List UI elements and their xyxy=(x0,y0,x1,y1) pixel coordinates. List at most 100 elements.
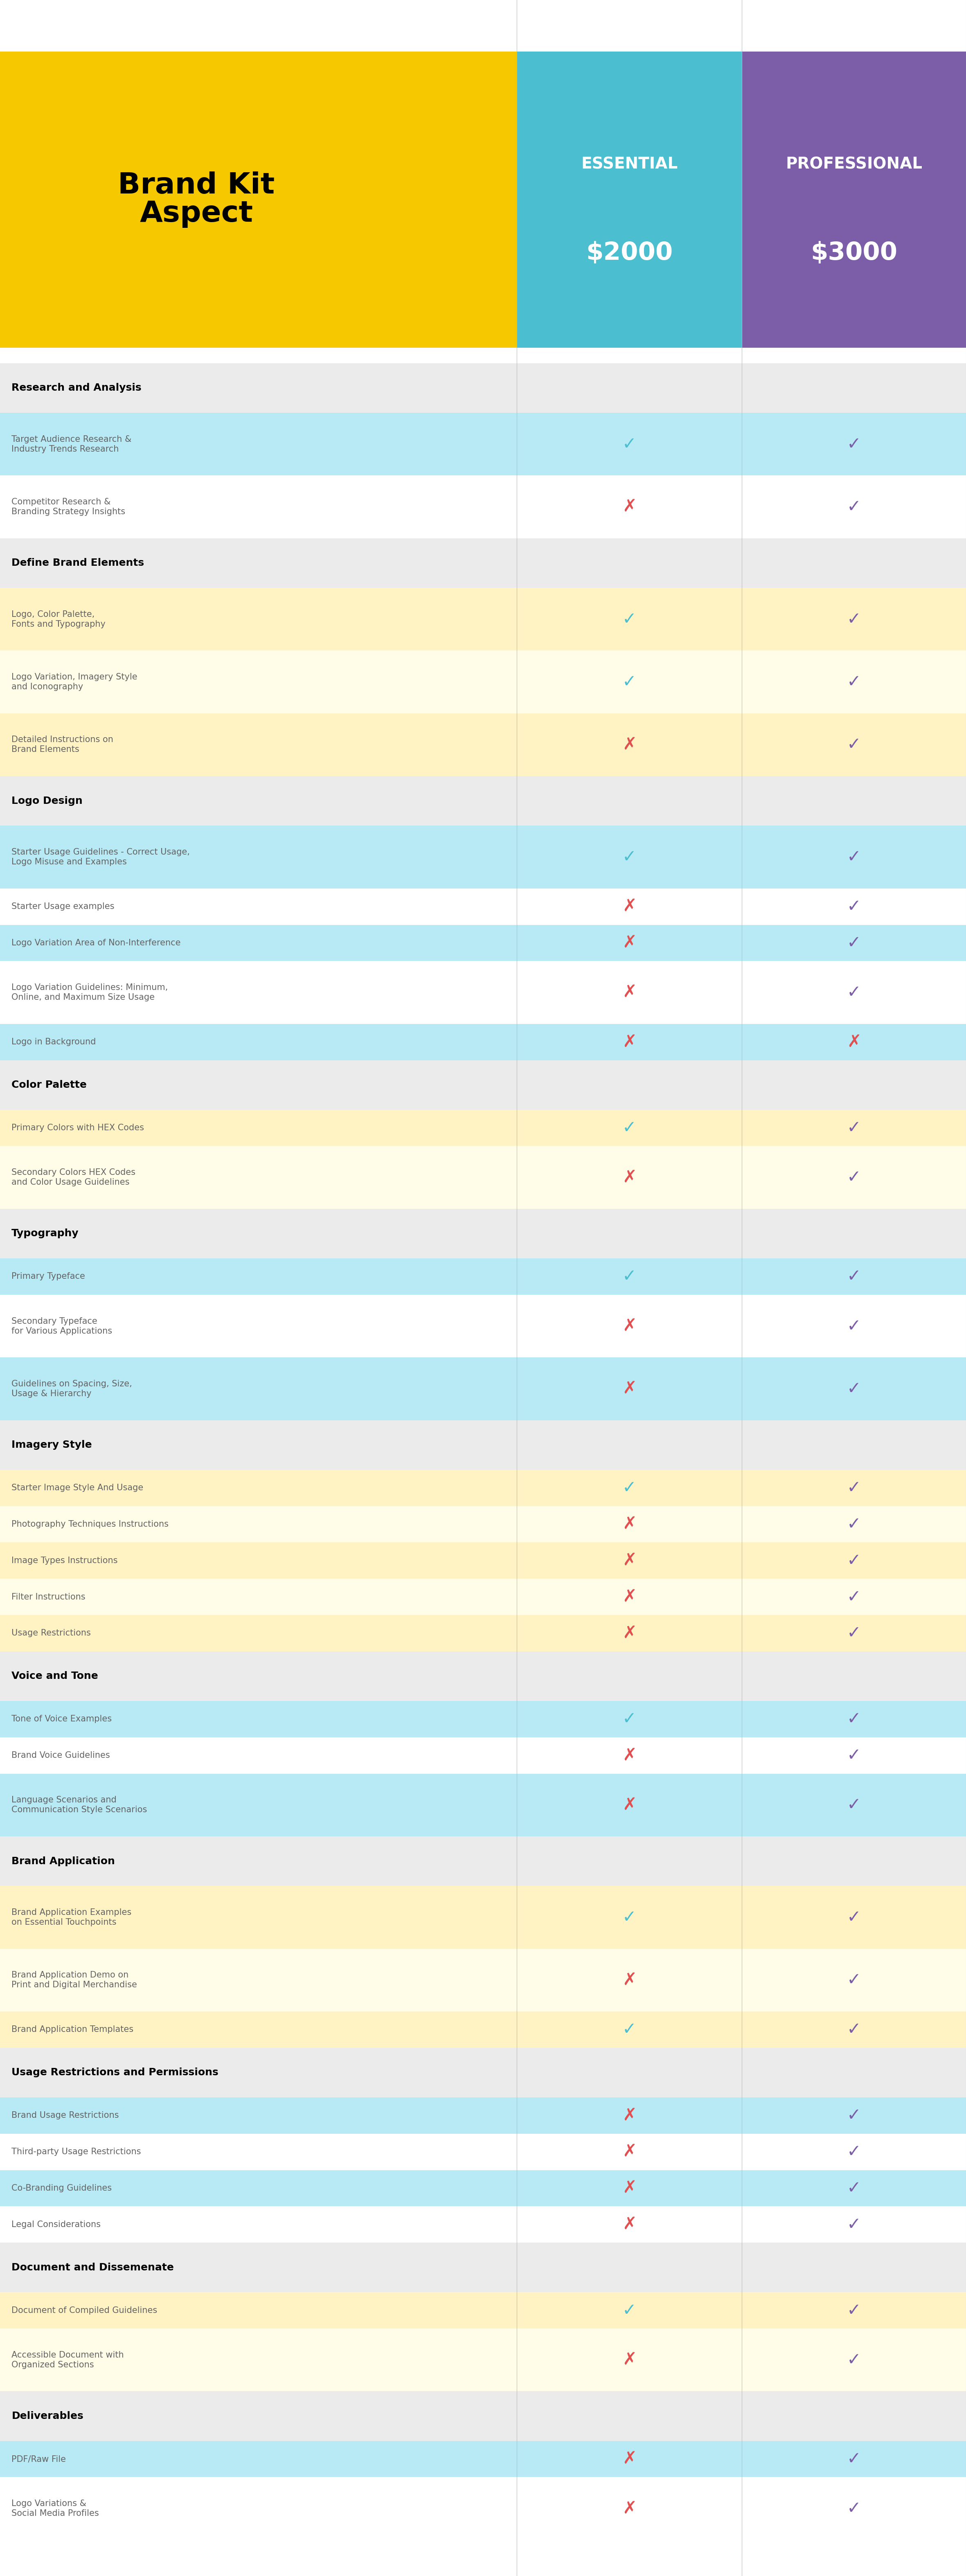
FancyBboxPatch shape xyxy=(517,1736,742,1775)
Text: ✓: ✓ xyxy=(847,2143,861,2161)
FancyBboxPatch shape xyxy=(0,1615,517,1651)
Text: Brand Application Examples
on Essential Touchpoints: Brand Application Examples on Essential … xyxy=(12,1909,131,1927)
FancyBboxPatch shape xyxy=(742,1700,966,1736)
FancyBboxPatch shape xyxy=(517,961,742,1023)
FancyBboxPatch shape xyxy=(742,2478,966,2540)
FancyBboxPatch shape xyxy=(0,961,517,1023)
Text: Document and Dissemenate: Document and Dissemenate xyxy=(12,2262,174,2272)
FancyBboxPatch shape xyxy=(517,2293,742,2329)
Text: ✓: ✓ xyxy=(847,1625,861,1641)
FancyBboxPatch shape xyxy=(742,2442,966,2478)
Text: ✓: ✓ xyxy=(847,1710,861,1728)
Text: ✓: ✓ xyxy=(847,2499,861,2517)
FancyBboxPatch shape xyxy=(742,1615,966,1651)
FancyBboxPatch shape xyxy=(0,477,517,538)
FancyBboxPatch shape xyxy=(742,2169,966,2205)
FancyBboxPatch shape xyxy=(0,2329,517,2391)
Text: ✓: ✓ xyxy=(847,1515,861,1533)
Text: ✓: ✓ xyxy=(847,1170,861,1185)
Text: Logo Variations &
Social Media Profiles: Logo Variations & Social Media Profiles xyxy=(12,2499,99,2517)
Text: ✓: ✓ xyxy=(847,984,861,1002)
FancyBboxPatch shape xyxy=(742,587,966,652)
FancyBboxPatch shape xyxy=(517,1358,742,1419)
FancyBboxPatch shape xyxy=(0,1296,517,1358)
FancyBboxPatch shape xyxy=(0,2097,517,2133)
Text: ✓: ✓ xyxy=(847,1795,861,1814)
FancyBboxPatch shape xyxy=(0,2391,966,2442)
Text: ✗: ✗ xyxy=(847,1033,861,1051)
FancyBboxPatch shape xyxy=(0,2205,517,2244)
Text: ✗: ✗ xyxy=(622,1316,637,1334)
FancyBboxPatch shape xyxy=(742,1579,966,1615)
Text: ✓: ✓ xyxy=(622,848,637,866)
FancyBboxPatch shape xyxy=(517,2097,742,2133)
Text: ESSENTIAL: ESSENTIAL xyxy=(581,157,678,173)
FancyBboxPatch shape xyxy=(517,1146,742,1208)
FancyBboxPatch shape xyxy=(517,652,742,714)
Text: ✗: ✗ xyxy=(622,1795,637,1814)
Text: Brand Voice Guidelines: Brand Voice Guidelines xyxy=(12,1752,110,1759)
Text: ✓: ✓ xyxy=(847,848,861,866)
FancyBboxPatch shape xyxy=(0,52,517,348)
Text: ✗: ✗ xyxy=(622,1551,637,1569)
Text: Research and Analysis: Research and Analysis xyxy=(12,384,142,394)
Text: ✓: ✓ xyxy=(847,611,861,629)
FancyBboxPatch shape xyxy=(517,1947,742,2012)
FancyBboxPatch shape xyxy=(0,538,966,587)
Text: Starter Usage examples: Starter Usage examples xyxy=(12,902,115,912)
FancyBboxPatch shape xyxy=(517,2205,742,2244)
FancyBboxPatch shape xyxy=(0,775,966,827)
FancyBboxPatch shape xyxy=(0,925,517,961)
FancyBboxPatch shape xyxy=(742,2329,966,2391)
Text: Primary Typeface: Primary Typeface xyxy=(12,1273,85,1280)
Text: Document of Compiled Guidelines: Document of Compiled Guidelines xyxy=(12,2306,157,2313)
Text: Language Scenarios and
Communication Style Scenarios: Language Scenarios and Communication Sty… xyxy=(12,1795,147,1814)
Text: Logo, Color Palette,
Fonts and Typography: Logo, Color Palette, Fonts and Typograph… xyxy=(12,611,105,629)
FancyBboxPatch shape xyxy=(742,889,966,925)
FancyBboxPatch shape xyxy=(517,1296,742,1358)
FancyBboxPatch shape xyxy=(742,961,966,1023)
FancyBboxPatch shape xyxy=(0,1651,966,1700)
FancyBboxPatch shape xyxy=(0,2442,517,2478)
Text: Logo Design: Logo Design xyxy=(12,796,83,806)
Text: ✓: ✓ xyxy=(622,611,637,629)
Text: ✗: ✗ xyxy=(622,1170,637,1185)
FancyBboxPatch shape xyxy=(742,1543,966,1579)
Text: Deliverables: Deliverables xyxy=(12,2411,83,2421)
Text: ✓: ✓ xyxy=(622,1479,637,1497)
Text: ✗: ✗ xyxy=(622,497,637,515)
FancyBboxPatch shape xyxy=(517,2012,742,2048)
Text: ✓: ✓ xyxy=(847,2107,861,2125)
FancyBboxPatch shape xyxy=(0,1579,517,1615)
FancyBboxPatch shape xyxy=(0,1146,517,1208)
Text: Brand Usage Restrictions: Brand Usage Restrictions xyxy=(12,2112,119,2120)
Text: Brand Application Templates: Brand Application Templates xyxy=(12,2025,133,2032)
Text: Accessible Document with
Organized Sections: Accessible Document with Organized Secti… xyxy=(12,2352,124,2370)
FancyBboxPatch shape xyxy=(742,827,966,889)
Text: Secondary Typeface
for Various Applications: Secondary Typeface for Various Applicati… xyxy=(12,1316,112,1334)
FancyBboxPatch shape xyxy=(517,827,742,889)
Text: ✓: ✓ xyxy=(847,737,861,752)
Text: ✓: ✓ xyxy=(847,1479,861,1497)
FancyBboxPatch shape xyxy=(517,412,742,477)
FancyBboxPatch shape xyxy=(0,1736,517,1775)
Text: ✗: ✗ xyxy=(622,935,637,951)
FancyBboxPatch shape xyxy=(0,1110,517,1146)
FancyBboxPatch shape xyxy=(517,1615,742,1651)
FancyBboxPatch shape xyxy=(742,1023,966,1061)
FancyBboxPatch shape xyxy=(0,2048,966,2097)
FancyBboxPatch shape xyxy=(0,1700,517,1736)
Text: Starter Image Style And Usage: Starter Image Style And Usage xyxy=(12,1484,143,1492)
Text: ✓: ✓ xyxy=(622,2022,637,2038)
FancyBboxPatch shape xyxy=(0,1208,966,1257)
Text: Brand Application: Brand Application xyxy=(12,1857,115,1865)
FancyBboxPatch shape xyxy=(517,714,742,775)
Text: ✓: ✓ xyxy=(847,899,861,914)
FancyBboxPatch shape xyxy=(0,1543,517,1579)
FancyBboxPatch shape xyxy=(0,827,517,889)
FancyBboxPatch shape xyxy=(517,1471,742,1507)
FancyBboxPatch shape xyxy=(517,52,742,348)
Text: Image Types Instructions: Image Types Instructions xyxy=(12,1556,118,1564)
FancyBboxPatch shape xyxy=(0,1775,517,1837)
Text: PROFESSIONAL: PROFESSIONAL xyxy=(785,157,923,173)
